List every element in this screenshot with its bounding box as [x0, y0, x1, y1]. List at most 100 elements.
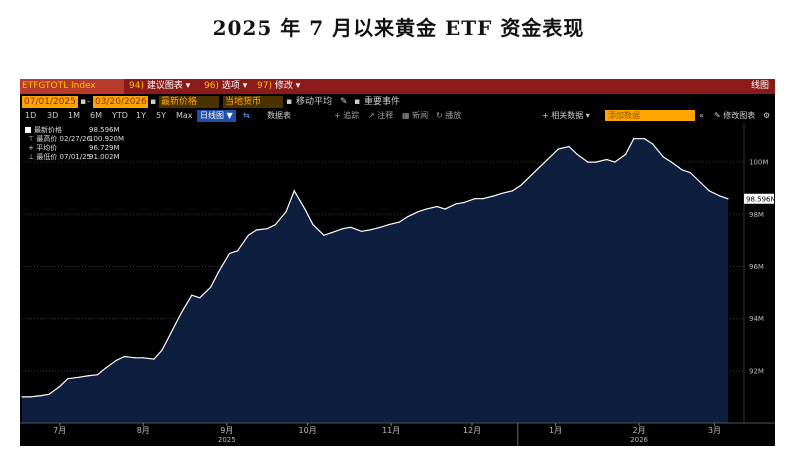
data-point [689, 171, 691, 174]
x-tick-label: 8月 [137, 426, 150, 435]
frequency-select[interactable]: 日线图 ▼ [197, 110, 236, 122]
date-range-bar: 07/01/2025 ▪ - 03/20/2026 ▪ 最新价格 当地货币 ▪ … [20, 96, 775, 109]
legend-item: 最新价格 98.596M [25, 126, 143, 135]
x-tick-label: 1月 [549, 426, 562, 435]
chart-compare-icon[interactable]: ⇆ [243, 111, 250, 120]
data-point [708, 190, 710, 192]
period-1y[interactable]: 1Y [136, 111, 146, 120]
data-point [255, 229, 258, 231]
data-point [549, 156, 551, 158]
series-line [22, 138, 729, 398]
data-point [587, 161, 589, 163]
x-tick-label: 7月 [53, 426, 66, 435]
legend-value: 100.920M [89, 135, 124, 143]
data-point [417, 211, 419, 213]
data-point [123, 355, 125, 358]
data-point [48, 393, 50, 395]
data-point [387, 224, 390, 226]
x-tick-label: 9月 [220, 426, 233, 435]
gear-icon[interactable]: ⚙ [763, 111, 771, 120]
data-point [115, 359, 117, 361]
data-point [406, 216, 408, 218]
series-area [22, 138, 728, 423]
data-point [96, 374, 99, 376]
data-point [595, 161, 597, 163]
data-point [455, 203, 457, 205]
period-ytd[interactable]: YTD [112, 111, 128, 120]
data-point [568, 145, 570, 148]
collapse-icon[interactable]: « [699, 111, 704, 120]
legend-label: ⊥ 最低价 07/01/25 [28, 153, 91, 161]
data-point [274, 224, 276, 226]
page-title: 2025 年 7 月以来黄金 ETF 资金表现 [212, 16, 585, 40]
checkbox-icon[interactable]: ▪ [286, 97, 293, 107]
calendar-icon[interactable]: ▪ [150, 97, 157, 107]
checkbox-icon[interactable]: ▪ [354, 97, 361, 107]
data-point [463, 201, 465, 204]
start-date-input[interactable]: 07/01/2025 [22, 96, 78, 108]
related-data-button[interactable]: + 相关数据 ▾ [542, 111, 590, 120]
data-point [700, 182, 702, 184]
period-6m[interactable]: 6M [90, 111, 102, 120]
annotate-tool[interactable]: ↗ 注释 [368, 111, 394, 120]
legend-item: ⊤ 最高价 02/27/26 100.920M [25, 135, 143, 144]
data-point [643, 138, 646, 140]
data-table-button[interactable]: 数据表 [267, 111, 291, 120]
chart-type-label[interactable]: 线图 [750, 81, 769, 91]
track-tool[interactable]: + 追踪 [334, 111, 360, 120]
function-bar: ETFGTOTL Index 94) 建议图表 ▾ 96) 选项 ▾ 97) 修… [20, 79, 775, 94]
menu-edit[interactable]: 97) 修改 ▾ [257, 79, 300, 94]
data-point [538, 166, 540, 168]
legend-value: 96.729M [89, 144, 120, 152]
pencil-icon[interactable]: ✎ [340, 97, 348, 107]
menu-options[interactable]: 96) 选项 ▾ [204, 79, 247, 94]
x-tick-label: 3月 [708, 426, 721, 435]
legend-label-text: 平均价 [36, 144, 58, 152]
x-tick-label: 11月 [382, 426, 400, 435]
data-point [360, 230, 363, 232]
legend-label: ⊤ 最高价 02/27/26 [28, 135, 91, 143]
data-point [482, 198, 484, 200]
news-tool[interactable]: ▦ 新闻 [402, 111, 429, 120]
price-chart[interactable]: 92M 94M 96M 98M 100M 7月 8月 9月 10月 11月 12月 1月 2月 3月 202… [20, 79, 775, 446]
play-tool[interactable]: ↻ 播放 [436, 111, 462, 120]
y-tick-label: 98M [749, 211, 764, 219]
menu-label: 选项 [221, 81, 240, 91]
x-tick-label: 12月 [463, 426, 481, 435]
dropdown-icon: ▾ [242, 81, 248, 91]
edit-chart-button[interactable]: ✎ 修改图表 [714, 111, 756, 120]
period-bar: 1D 3D 1M 6M YTD 1Y 5Y Max 日线图 ▼ ⇆ 数据表 + … [20, 110, 775, 122]
period-1m[interactable]: 1M [68, 111, 80, 120]
events-toggle[interactable]: 重要事件 [364, 97, 401, 107]
data-point [29, 396, 31, 398]
x-tick-label: 10月 [299, 426, 317, 435]
data-point [153, 358, 155, 360]
data-point [633, 138, 635, 140]
data-point [398, 221, 400, 223]
calendar-icon[interactable]: ▪ [80, 97, 87, 107]
legend-label-text: 最低价 07/01/25 [36, 153, 91, 161]
period-3d[interactable]: 3D [47, 111, 59, 120]
dropdown-icon: ▾ [295, 81, 301, 91]
legend-value: 98.596M [89, 126, 120, 134]
menu-suggested-charts[interactable]: 94) 建议图表 ▾ [129, 79, 190, 94]
menu-label: 建议图表 [146, 81, 183, 91]
legend-label-text: 最高价 02/27/26 [36, 135, 91, 143]
period-1d[interactable]: 1D [25, 111, 37, 120]
data-point [719, 195, 721, 197]
legend-swatch [25, 127, 31, 133]
period-max[interactable]: Max [176, 111, 193, 120]
period-5y[interactable]: 5Y [156, 111, 166, 120]
ticker-field[interactable]: ETFGTOTL Index [20, 79, 124, 94]
moving-average-toggle[interactable]: 移动平均 [296, 97, 333, 107]
field-select[interactable]: 最新价格 [159, 96, 219, 108]
data-point [67, 378, 69, 380]
data-point [557, 148, 559, 150]
data-point [519, 185, 522, 187]
add-data-input[interactable]: 添加数据 [605, 110, 695, 121]
data-point [331, 231, 333, 234]
data-point [625, 153, 627, 155]
currency-select[interactable]: 当地货币 [223, 96, 283, 108]
end-date-input[interactable]: 03/20/2026 [93, 96, 148, 108]
data-point [40, 395, 42, 397]
